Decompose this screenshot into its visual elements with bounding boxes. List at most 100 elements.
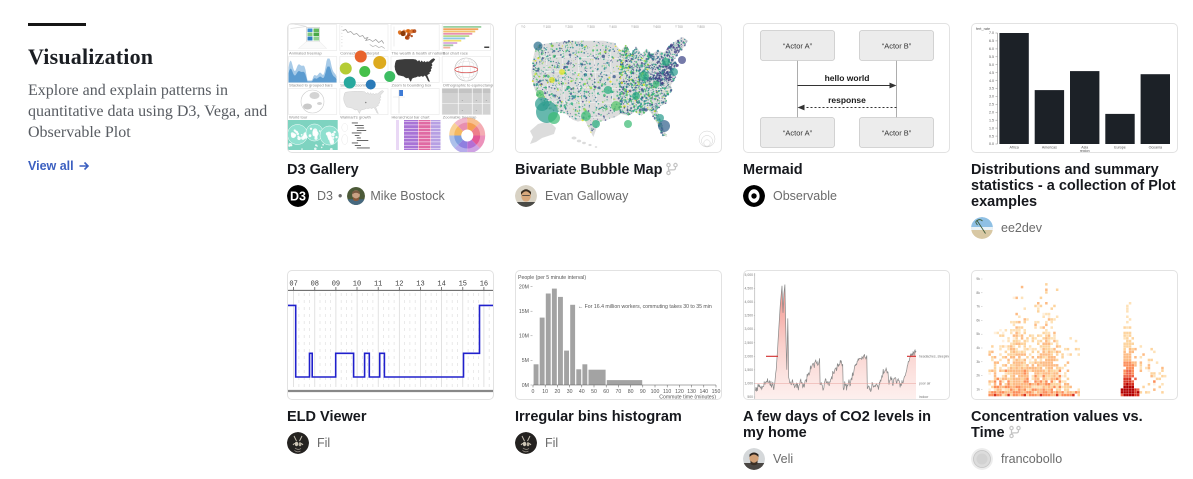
svg-text:Stacked to grouped bars: Stacked to grouped bars [289,83,333,88]
svg-text:09: 09 [332,281,340,289]
svg-text:500: 500 [747,395,753,399]
svg-text:Oceania: Oceania [1149,146,1162,150]
svg-text:Zoomable treemap: Zoomable treemap [443,115,477,120]
svg-text:11: 11 [374,281,382,289]
svg-text:fert_rate: fert_rate [976,27,990,31]
svg-text:150: 150 [712,389,721,395]
svg-text:1k: 1k [976,387,980,391]
svg-text:0: 0 [532,389,535,395]
svg-text:800: 800 [700,25,706,29]
svg-text:2,000: 2,000 [745,354,754,358]
svg-text:130: 130 [687,389,696,395]
svg-text:15: 15 [459,281,467,289]
svg-text:2.5: 2.5 [989,103,994,107]
svg-text:1,500: 1,500 [745,368,754,372]
svg-text:300: 300 [590,25,596,29]
svg-text:World tour: World tour [289,115,308,120]
svg-text:Commute time (minutes): Commute time (minutes) [659,395,716,399]
svg-text:9k: 9k [976,277,980,281]
svg-text:2.0: 2.0 [989,111,994,115]
svg-text:12: 12 [395,281,403,289]
svg-text:120: 120 [675,389,684,395]
svg-text:The wealth & health of nations: The wealth & health of nations [392,51,446,56]
svg-text:7k: 7k [976,305,980,309]
svg-text:“Actor A”: “Actor A” [783,41,813,50]
svg-text:5.0: 5.0 [989,63,994,67]
svg-text:2k: 2k [976,374,980,378]
svg-text:20M: 20M [519,284,529,290]
svg-text:4,000: 4,000 [745,300,754,304]
svg-text:16: 16 [480,281,488,289]
svg-text:Asia: Asia [1081,146,1088,150]
svg-text:0.0: 0.0 [989,142,994,146]
svg-text:140: 140 [699,389,708,395]
svg-text:100: 100 [651,389,660,395]
svg-text:Zoom to bounding box: Zoom to bounding box [392,83,432,88]
svg-text:3.0: 3.0 [989,95,994,99]
svg-text:“Actor B”: “Actor B” [882,41,912,50]
svg-text:headaches, sleepiness: headaches, sleepiness [919,355,949,359]
svg-text:poor air: poor air [919,382,931,386]
svg-text:200: 200 [568,25,574,29]
svg-text:hello world: hello world [825,73,870,83]
svg-text:6k: 6k [976,318,980,322]
svg-text:500: 500 [634,25,640,29]
svg-text:70: 70 [616,389,622,395]
svg-text:“Actor A”: “Actor A” [783,128,813,137]
svg-text:08: 08 [311,281,319,289]
svg-text:4k: 4k [976,346,980,350]
svg-text:2,500: 2,500 [745,341,754,345]
svg-text:8k: 8k [976,291,980,295]
svg-text:Animated treemap: Animated treemap [289,51,322,56]
svg-text:30: 30 [567,389,573,395]
svg-text:10M: 10M [519,334,529,340]
svg-text:response: response [828,95,866,105]
svg-text:4.5: 4.5 [989,71,994,75]
svg-text:4.0: 4.0 [989,79,994,83]
svg-text:Americas: Americas [1042,146,1057,150]
svg-text:region: region [1080,149,1090,152]
svg-text:07: 07 [289,281,297,289]
svg-text:13: 13 [416,281,424,289]
svg-text:Smooth zooming: Smooth zooming [340,83,370,88]
svg-text:14: 14 [437,281,445,289]
svg-text:Europe: Europe [1114,146,1126,150]
svg-text:3,500: 3,500 [745,314,754,318]
svg-text:6.5: 6.5 [989,39,994,43]
svg-text:10: 10 [353,281,361,289]
svg-text:Africa: Africa [1010,146,1019,150]
svg-text:5,000: 5,000 [745,273,754,277]
svg-text:3k: 3k [976,360,980,364]
svg-text:← For 16.4 million workers, co: ← For 16.4 million workers, commuting ta… [578,304,712,310]
svg-text:1.5: 1.5 [989,118,994,122]
svg-text:20: 20 [555,389,561,395]
svg-text:“Actor B”: “Actor B” [882,128,912,137]
svg-text:0M: 0M [522,383,529,389]
svg-text:3,000: 3,000 [745,327,754,331]
svg-text:1.0: 1.0 [989,126,994,130]
svg-text:600: 600 [656,25,662,29]
svg-text:50: 50 [591,389,597,395]
svg-text:700: 700 [678,25,684,29]
svg-text:5k: 5k [976,332,980,336]
svg-text:40: 40 [579,389,585,395]
svg-text:7.0: 7.0 [989,31,994,35]
svg-text:10: 10 [542,389,548,395]
svg-text:110: 110 [663,389,671,395]
svg-text:400: 400 [612,25,618,29]
svg-text:60: 60 [603,389,609,395]
svg-text:People (per 5 minute interval): People (per 5 minute interval) [518,275,586,281]
svg-text:90: 90 [640,389,646,395]
svg-text:0.5: 0.5 [989,134,994,138]
svg-text:Bar chart race: Bar chart race [443,51,469,56]
svg-text:100: 100 [546,25,552,29]
svg-text:indoor: indoor [919,395,929,399]
svg-text:5M: 5M [522,358,529,364]
svg-text:1,000: 1,000 [745,381,754,385]
svg-text:D3: D3 [290,190,306,204]
svg-text:6.0: 6.0 [989,47,994,51]
svg-text:5.5: 5.5 [989,55,994,59]
svg-text:0: 0 [524,25,526,29]
svg-text:3.5: 3.5 [989,87,994,91]
svg-text:Orthographic to equirectangul.: Orthographic to equirectangul... [443,83,493,88]
